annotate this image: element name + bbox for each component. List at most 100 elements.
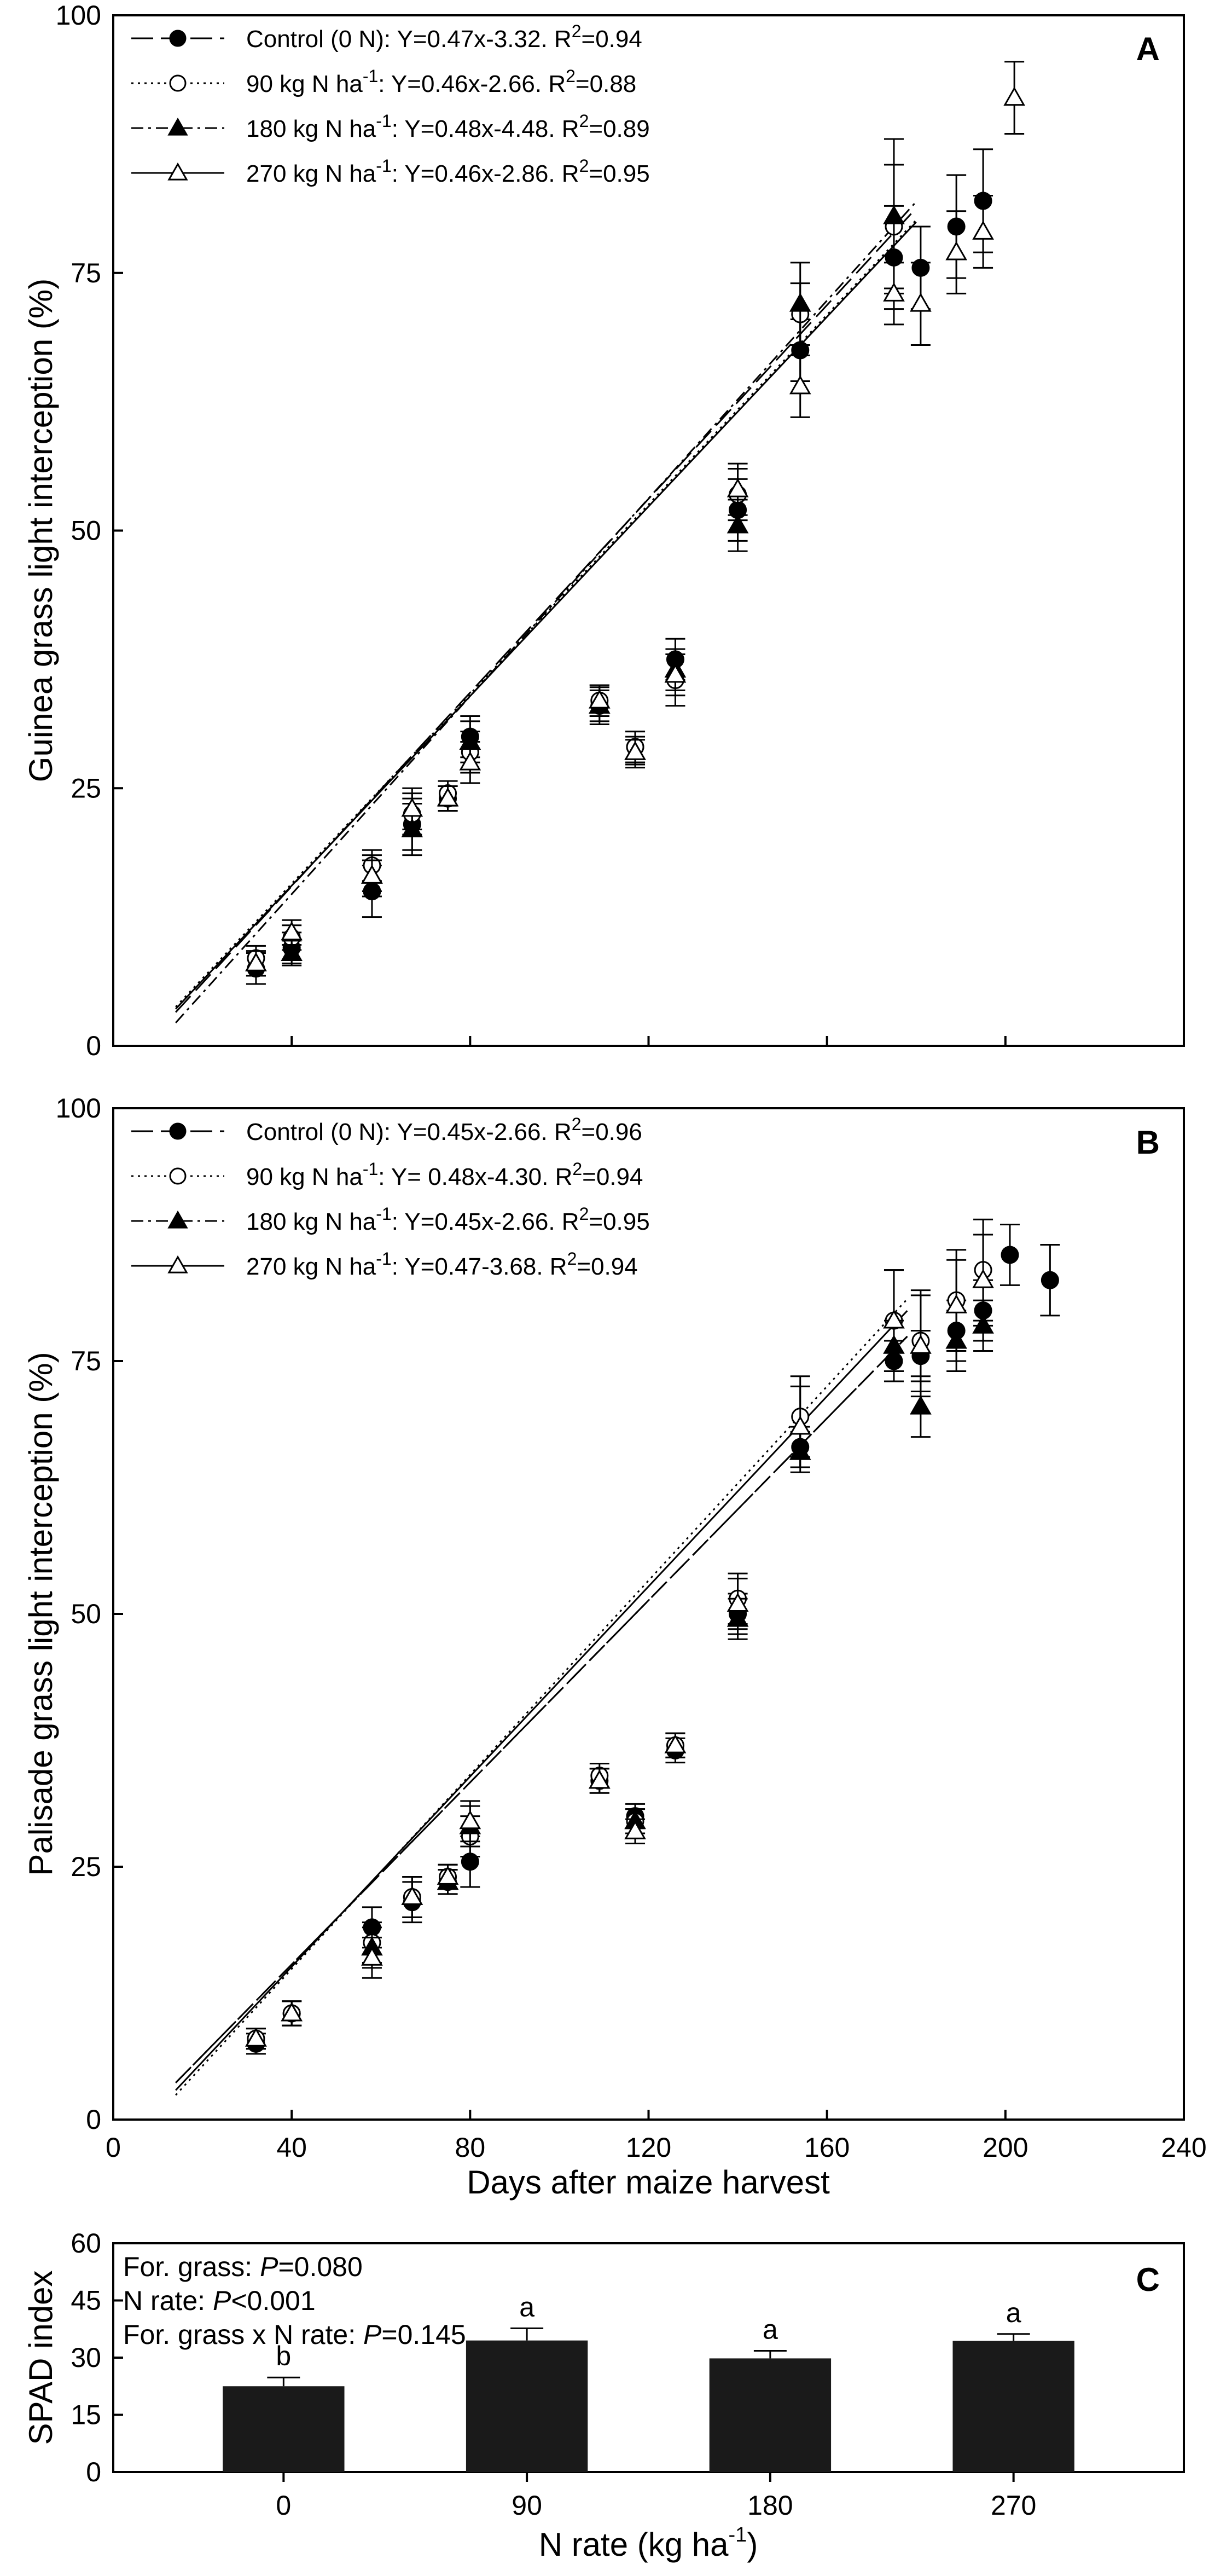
legend-label-main: Control (0 N) [246, 26, 384, 53]
annotation-prefix: For. grass: [123, 2251, 260, 2282]
panel-b-legend-label-2: 90 kg N ha-1: Y= 0.48x-4.30. R2=0.94 [246, 1159, 643, 1190]
panel-a-fit-lines [175, 201, 917, 1023]
panel-b-point-s4 [459, 1810, 481, 1830]
panel-b-point-s4 [883, 1309, 905, 1329]
panel-c-letter: C [1136, 2261, 1160, 2298]
panel-b-points [245, 1218, 1060, 2055]
panel-b-point-s4 [664, 1734, 687, 1753]
panel-b-legend-marker-1 [169, 1122, 187, 1140]
panel-b-point-s1 [1041, 1271, 1059, 1289]
panel-a-point-s3 [281, 942, 303, 961]
annotation-p-symbol: P [363, 2319, 382, 2350]
panel-b-y-tick-label: 0 [86, 2104, 101, 2135]
panel-c-annotation-3: For. grass x N rate: P=0.145 [123, 2319, 466, 2350]
panel-c-bar-0 [223, 2386, 345, 2472]
panel-b-y-tick-label: 25 [71, 1851, 101, 1882]
panel-a-ticks: 0 25 50 75 100 [56, 0, 1185, 1061]
panel-c-y-tick-label: 15 [71, 2400, 101, 2430]
panel-b-point-s4 [727, 1593, 749, 1612]
legend-label-r2-sup: 2 [579, 111, 589, 131]
legend-label-main: 180 kg N ha [246, 1208, 376, 1235]
legend-label-sup: -1 [376, 1204, 391, 1224]
panel-b-x-tick-label: 120 [626, 2132, 671, 2163]
panel-a-points [245, 61, 1025, 985]
panel-c-x-axis-label-sup: -1 [729, 2523, 747, 2546]
panel-b-fit-line-4 [175, 1310, 908, 2091]
panel-c-significance-letter: a [763, 2314, 778, 2345]
panel-a-point-s4 [459, 751, 481, 771]
legend-label-r2-sup: 2 [579, 1204, 589, 1224]
legend-label-main: Control (0 N) [246, 1119, 384, 1145]
annotation-p-value: =0.080 [278, 2251, 362, 2282]
panel-b-x-axis-label: Days after maize harvest [467, 2164, 830, 2201]
panel-c-y-axis-label: SPAD index [22, 2270, 59, 2445]
panel-b-y-tick-label: 50 [71, 1599, 101, 1629]
legend-label-equation: : Y=0.46x-2.66. R [378, 71, 566, 97]
legend-label-equation: : Y=0.45x-2.66. R [384, 1119, 572, 1145]
panel-b-point-s4 [361, 1947, 383, 1966]
panel-b-y-tick-label: 75 [71, 1346, 101, 1376]
panel-c-bar-180 [709, 2358, 832, 2472]
panel-c-x-tick-label: 270 [991, 2490, 1036, 2521]
panel-a-point-s4 [624, 741, 646, 760]
panel-b-ticks: 0 25 50 75 100 0 40 80 120 160 200 240 [56, 1093, 1207, 2163]
legend-label-r2-sup: 2 [572, 21, 582, 41]
panel-b-letter: B [1136, 1124, 1160, 1161]
panel-b-x-tick-label: 40 [276, 2132, 307, 2163]
panel-b-x-tick-label: 80 [455, 2132, 486, 2163]
panel-b-fit-line-2 [175, 1298, 908, 2096]
panel-c-annotation-2: N rate: P<0.001 [123, 2285, 316, 2316]
panel-b-point-s4 [437, 1866, 459, 1885]
annotation-p-symbol: P [213, 2285, 231, 2316]
legend-label-r2-value: =0.94 [582, 1163, 643, 1190]
panel-c-x-tick-label: 180 [747, 2490, 793, 2521]
panel-a-legend-marker-3 [167, 117, 188, 136]
legend-label-equation: : Y=0.45x-2.66. R [392, 1208, 579, 1235]
panel-b-x-tick-label: 0 [106, 2132, 121, 2163]
panel-a-point-s4 [401, 797, 423, 817]
legend-label-r2-value: =0.94 [577, 1253, 637, 1280]
panel-a-point-s3 [883, 205, 905, 224]
legend-label-sup: -1 [363, 66, 378, 86]
panel-c-ticks: 0 15 30 45 60 0 90 180 270 [71, 2228, 1036, 2521]
panel-a-point-s4 [789, 375, 811, 395]
panel-b-point-s4 [588, 1769, 611, 1789]
legend-label-r2-sup: 2 [579, 156, 589, 176]
annotation-prefix: For. grass x N rate: [123, 2319, 363, 2350]
panel-b-x-tick-label: 200 [983, 2132, 1028, 2163]
panel-a-point-s4 [437, 787, 459, 807]
panel-a-chart: A Guinea grass light interception (%) 0 2… [22, 0, 1185, 1061]
panel-b-y-tick-label: 100 [56, 1093, 101, 1124]
panel-b-point-s3 [910, 1395, 932, 1415]
panel-a-legend-label-4: 270 kg N ha-1: Y=0.46x-2.86. R2=0.95 [246, 156, 650, 187]
panel-b-point-s4 [245, 2027, 267, 2047]
legend-label-main: 90 kg N ha [246, 71, 363, 97]
panel-c-y-tick-label: 45 [71, 2285, 101, 2316]
annotation-p-value: =0.145 [381, 2319, 466, 2350]
panel-a-y-tick-label: 100 [56, 0, 101, 31]
panel-c-y-tick-label: 60 [71, 2228, 101, 2259]
panel-a-point-s4 [281, 921, 303, 941]
panel-b-point-s4 [910, 1335, 932, 1354]
legend-label-r2-value: =0.94 [582, 26, 642, 53]
legend-label-main: 270 kg N ha [246, 160, 376, 187]
legend-label-r2-value: =0.89 [589, 115, 649, 142]
panel-c-bar-270 [952, 2341, 1074, 2472]
panel-c-significance-letter: a [1006, 2297, 1021, 2328]
panel-c-significance-letter: b [276, 2341, 291, 2371]
panel-a-fit-line-3 [175, 201, 917, 1023]
legend-label-equation: : Y=0.48x-4.48. R [392, 115, 579, 142]
legend-label-main: 90 kg N ha [246, 1163, 363, 1190]
panel-a-y-axis-label: Guinea grass light interception (%) [22, 279, 59, 782]
panel-b-point-s4 [401, 1886, 423, 1905]
panel-b-legend-marker-2 [169, 1167, 187, 1185]
panel-c-y-tick-label: 0 [86, 2457, 101, 2487]
panel-a-y-tick-label: 0 [86, 1031, 101, 1061]
panel-b-point-s4 [281, 2002, 303, 2022]
panel-c-x-axis-label-end: ) [747, 2526, 758, 2563]
panel-c-x-axis-label: N rate (kg ha-1) [539, 2523, 758, 2563]
panel-c-x-tick-label: 0 [276, 2490, 291, 2521]
panel-c-significance-letter: a [519, 2291, 534, 2322]
